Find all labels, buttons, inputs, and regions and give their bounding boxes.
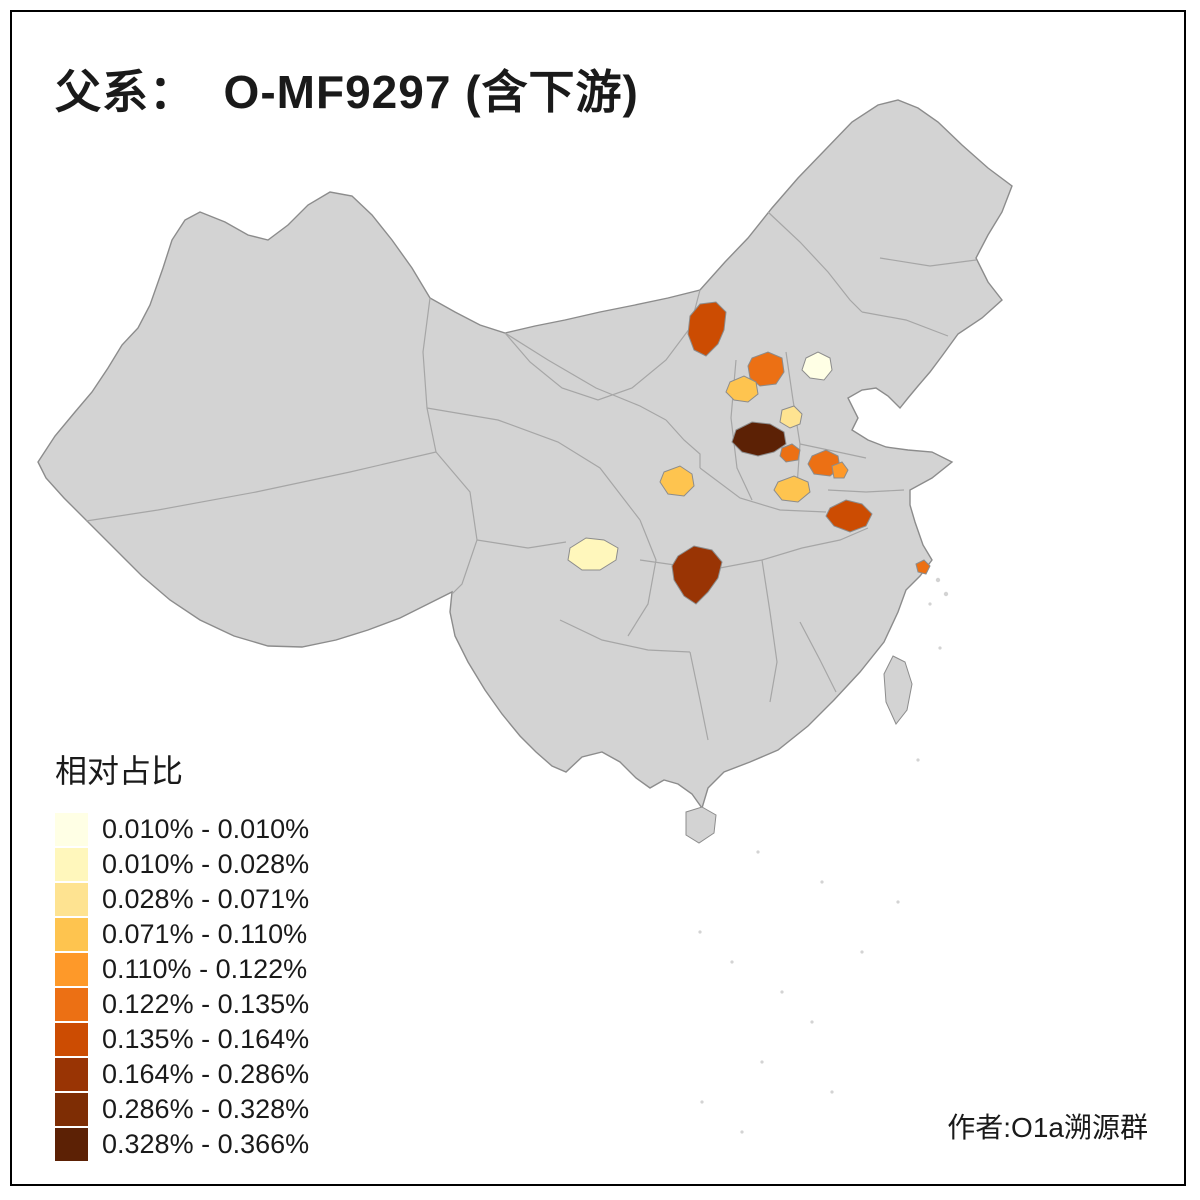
legend-item-label: 0.010% - 0.028% bbox=[102, 849, 310, 879]
map-region-9 bbox=[659, 465, 695, 497]
legend-item: 0.110% - 0.122% bbox=[55, 952, 309, 987]
legend-item-label: 0.328% - 0.366% bbox=[102, 1129, 310, 1159]
legend-swatch-icon bbox=[55, 988, 88, 1021]
legend-swatch-icon bbox=[55, 1023, 88, 1056]
map-region-3 bbox=[801, 351, 833, 381]
map-region-6 bbox=[731, 421, 787, 457]
legend-item: 0.328% - 0.366% bbox=[55, 1127, 309, 1162]
map-region-15 bbox=[915, 559, 931, 575]
province-borders bbox=[85, 211, 977, 741]
legend-item: 0.071% - 0.110% bbox=[55, 917, 309, 952]
legend-item-label: 0.110% - 0.122% bbox=[102, 954, 308, 984]
legend-item: 0.010% - 0.028% bbox=[55, 847, 309, 882]
legend-title: 相对占比 bbox=[55, 753, 184, 789]
legend-item: 0.122% - 0.135% bbox=[55, 987, 309, 1022]
map-region-5 bbox=[779, 405, 803, 429]
islands bbox=[685, 655, 913, 844]
map-region-12 bbox=[825, 499, 873, 533]
map-region-10 bbox=[773, 475, 811, 503]
legend-item-label: 0.010% - 0.010% bbox=[102, 814, 310, 844]
taiwan-island bbox=[883, 655, 913, 725]
legend-item-label: 0.071% - 0.110% bbox=[102, 919, 308, 949]
legend-item-label: 0.286% - 0.328% bbox=[102, 1094, 310, 1124]
legend-swatch-icon bbox=[55, 883, 88, 916]
legend-swatch-icon bbox=[55, 918, 88, 951]
china-mainland bbox=[37, 99, 1013, 810]
plot-border-frame bbox=[10, 10, 1186, 1186]
map-region-13 bbox=[567, 537, 619, 571]
map-region-7 bbox=[779, 443, 801, 463]
hainan-island bbox=[685, 806, 717, 844]
legend-swatch-icon bbox=[55, 1093, 88, 1126]
map-region-1 bbox=[687, 301, 727, 357]
highlighted-regions bbox=[567, 301, 931, 605]
map-region-2 bbox=[747, 351, 785, 387]
legend-item-label: 0.164% - 0.286% bbox=[102, 1059, 310, 1089]
page-title: 父系： O-MF9297 (含下游) bbox=[55, 66, 639, 118]
map-region-4 bbox=[725, 375, 759, 403]
legend-item-label: 0.122% - 0.135% bbox=[102, 989, 310, 1019]
legend-swatch-icon bbox=[55, 1128, 88, 1161]
legend-swatch-icon bbox=[55, 1058, 88, 1091]
legend-item: 0.010% - 0.010% bbox=[55, 812, 309, 847]
legend-swatch-icon bbox=[55, 813, 88, 846]
legend-item: 0.164% - 0.286% bbox=[55, 1057, 309, 1092]
legend-item: 0.028% - 0.071% bbox=[55, 882, 309, 917]
author-credit: 作者:O1a溯源群 bbox=[947, 1112, 1148, 1143]
map-region-11 bbox=[831, 461, 849, 479]
legend-item: 0.135% - 0.164% bbox=[55, 1022, 309, 1057]
south-china-sea-islands bbox=[698, 577, 949, 1134]
legend-item-label: 0.135% - 0.164% bbox=[102, 1024, 310, 1054]
legend-swatch-icon bbox=[55, 953, 88, 986]
map-region-14 bbox=[671, 545, 723, 605]
legend-item-label: 0.028% - 0.071% bbox=[102, 884, 310, 914]
legend-item: 0.286% - 0.328% bbox=[55, 1092, 309, 1127]
legend: 相对占比 0.010% - 0.010% 0.010% - 0.028% 0.0… bbox=[55, 746, 309, 1162]
legend-swatch-icon bbox=[55, 848, 88, 881]
